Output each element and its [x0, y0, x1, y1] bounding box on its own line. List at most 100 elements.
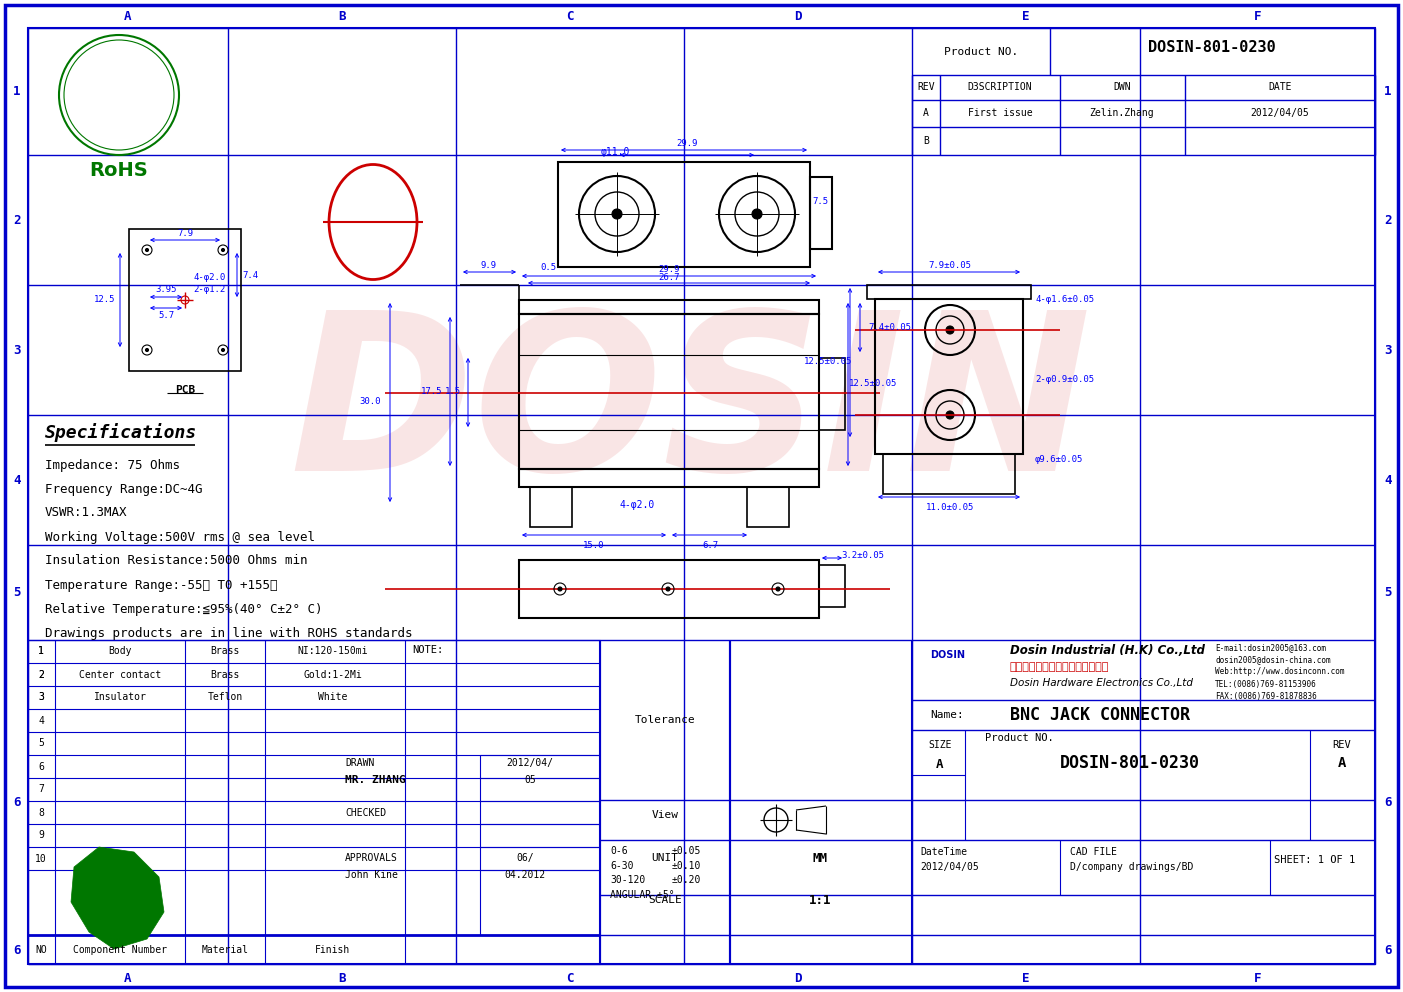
- Text: SHEET: 1 OF 1: SHEET: 1 OF 1: [1274, 855, 1355, 865]
- Text: White: White: [318, 692, 348, 702]
- Text: 6: 6: [1385, 943, 1392, 956]
- Text: 9: 9: [38, 830, 43, 840]
- Text: Web:http://www.dosinconn.com: Web:http://www.dosinconn.com: [1215, 668, 1344, 677]
- Text: DOSIN-801-0230: DOSIN-801-0230: [1148, 41, 1275, 56]
- Bar: [875, 299, 1023, 454]
- Text: Temperature Range:-55℃ T0 +155℃: Temperature Range:-55℃ T0 +155℃: [45, 578, 278, 591]
- Text: 15.0: 15.0: [584, 541, 605, 550]
- Text: 6.7: 6.7: [702, 541, 718, 550]
- Circle shape: [776, 587, 780, 591]
- Text: 4-φ2.0: 4-φ2.0: [620, 500, 655, 510]
- Text: 1.5: 1.5: [445, 388, 462, 397]
- Text: Relative Temperature:≦95%(40° C±2° C): Relative Temperature:≦95%(40° C±2° C): [45, 602, 323, 615]
- Text: CAD FILE: CAD FILE: [1070, 847, 1117, 857]
- Text: 1: 1: [13, 85, 21, 98]
- Text: 29.9: 29.9: [676, 139, 697, 148]
- Text: 7.4±0.05: 7.4±0.05: [868, 322, 912, 331]
- Text: Frequency Range:DC~4G: Frequency Range:DC~4G: [45, 482, 202, 495]
- Text: BNC JACK CONNECTOR: BNC JACK CONNECTOR: [1010, 706, 1190, 724]
- Bar: [819, 358, 845, 430]
- Text: 9.9: 9.9: [481, 262, 497, 271]
- Text: 3: 3: [38, 692, 43, 702]
- Text: A: A: [125, 11, 132, 24]
- Text: 6: 6: [13, 796, 21, 808]
- Text: 1: 1: [38, 647, 43, 657]
- Text: 17.5: 17.5: [421, 387, 443, 396]
- Text: First issue: First issue: [968, 108, 1033, 118]
- Text: 2012/04/05: 2012/04/05: [1250, 108, 1309, 118]
- Text: 5: 5: [38, 738, 43, 749]
- Circle shape: [946, 411, 954, 419]
- Text: 5.7: 5.7: [159, 311, 174, 320]
- Text: 1: 1: [38, 647, 43, 657]
- Text: PCB: PCB: [175, 385, 195, 395]
- Bar: [129, 229, 241, 371]
- Text: 7: 7: [38, 785, 43, 795]
- Text: D: D: [794, 971, 801, 984]
- Circle shape: [612, 209, 622, 219]
- Text: 2: 2: [13, 213, 21, 226]
- Text: 5: 5: [13, 586, 21, 599]
- Text: 7.5: 7.5: [812, 197, 828, 206]
- Text: UNIT: UNIT: [651, 853, 679, 863]
- Text: Zelin.Zhang: Zelin.Zhang: [1090, 108, 1155, 118]
- Text: Brass: Brass: [210, 647, 240, 657]
- Text: MM: MM: [812, 851, 828, 864]
- Text: E: E: [1023, 971, 1030, 984]
- Text: DWN: DWN: [1113, 82, 1131, 92]
- Text: A: A: [936, 759, 944, 772]
- Text: B: B: [923, 136, 929, 146]
- Text: 2012/04/05: 2012/04/05: [920, 862, 979, 872]
- Text: Brass: Brass: [210, 670, 240, 680]
- Text: MR. ZHANG: MR. ZHANG: [345, 775, 405, 785]
- Text: 7.9±0.05: 7.9±0.05: [929, 261, 971, 270]
- Text: APPROVALS: APPROVALS: [345, 853, 398, 863]
- Text: 04.2012: 04.2012: [505, 870, 546, 880]
- Text: Insulator: Insulator: [94, 692, 146, 702]
- Text: TEL:(0086)769-81153906: TEL:(0086)769-81153906: [1215, 680, 1317, 688]
- Text: Teflon: Teflon: [208, 692, 243, 702]
- Bar: [867, 285, 1031, 299]
- Text: Impedance: 75 Ohms: Impedance: 75 Ohms: [45, 458, 180, 471]
- Text: NO: NO: [35, 945, 46, 955]
- Circle shape: [558, 587, 563, 591]
- Text: REV: REV: [1333, 740, 1351, 750]
- Text: 2: 2: [38, 670, 43, 680]
- Bar: [558, 162, 810, 267]
- Text: F: F: [1254, 971, 1261, 984]
- Text: 3: 3: [13, 343, 21, 356]
- Text: F: F: [1254, 11, 1261, 24]
- Text: 3.95: 3.95: [156, 285, 177, 294]
- Text: 7.4: 7.4: [241, 271, 258, 280]
- Bar: [746, 487, 788, 527]
- Text: 4: 4: [13, 473, 21, 486]
- Polygon shape: [72, 847, 164, 949]
- Text: 7.9: 7.9: [177, 228, 194, 237]
- Text: VSWR:1.3MAX: VSWR:1.3MAX: [45, 507, 128, 520]
- Text: 30-120: 30-120: [610, 875, 645, 885]
- Text: ±0.10: ±0.10: [672, 861, 702, 871]
- Text: Body: Body: [108, 647, 132, 657]
- Text: View: View: [651, 810, 679, 820]
- Text: Dosin Industrial (H.K) Co.,Ltd: Dosin Industrial (H.K) Co.,Ltd: [1010, 644, 1205, 657]
- Text: 2012/04/: 2012/04/: [506, 758, 554, 768]
- Bar: [519, 469, 819, 487]
- Text: 29.9: 29.9: [658, 266, 679, 275]
- Text: 05: 05: [525, 775, 536, 785]
- Text: 6: 6: [38, 762, 43, 772]
- Text: 6: 6: [1385, 796, 1392, 808]
- Circle shape: [222, 348, 224, 351]
- Text: 3: 3: [1385, 343, 1392, 356]
- Text: DOSIN: DOSIN: [289, 303, 1092, 517]
- Text: NOTE:: NOTE:: [412, 645, 443, 655]
- Text: E: E: [1023, 11, 1030, 24]
- Text: 2-φ0.9±0.05: 2-φ0.9±0.05: [1035, 376, 1094, 385]
- Text: DOSIN-801-0230: DOSIN-801-0230: [1061, 754, 1200, 772]
- Text: 11.0±0.05: 11.0±0.05: [926, 504, 974, 513]
- Text: 12.5±0.05: 12.5±0.05: [804, 357, 852, 366]
- Text: CHECKED: CHECKED: [345, 808, 386, 818]
- Text: 30.0: 30.0: [359, 398, 380, 407]
- Text: 1: 1: [1385, 85, 1392, 98]
- Text: 2-φ1.2: 2-φ1.2: [194, 286, 226, 295]
- Text: E-mail:dosin2005@163.com: E-mail:dosin2005@163.com: [1215, 644, 1326, 653]
